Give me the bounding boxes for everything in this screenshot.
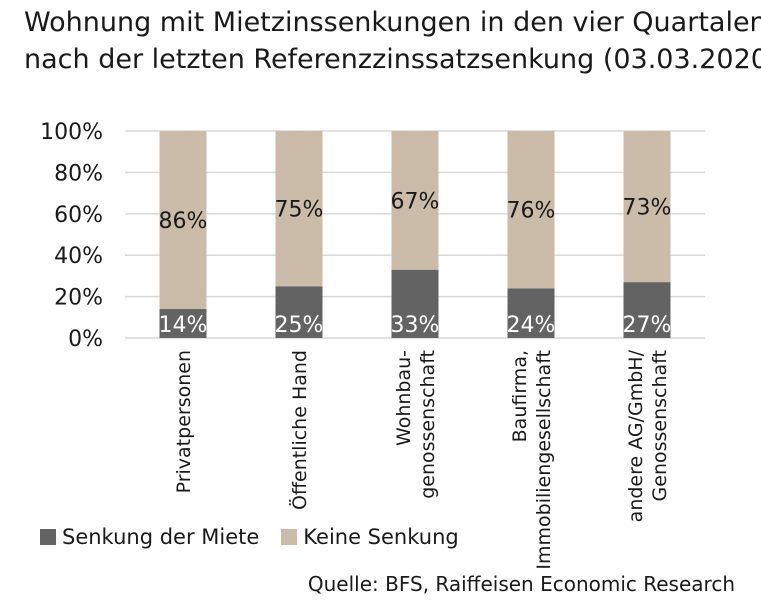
bar-keine-2: [391, 131, 439, 270]
legend-item-senkung: Senkung der Miete: [40, 525, 259, 549]
data-label-keine-2: 67%: [391, 189, 440, 214]
chart-title: Wohnung mit Mietzinssenkungen in den vie…: [24, 4, 761, 78]
legend-label-keine: Keine Senkung: [303, 525, 459, 549]
legend-swatch-keine: [281, 529, 298, 545]
x-category-label-1-line-0: Öffentliche Hand: [288, 350, 311, 510]
chart-title-line-2: nach der letzten Referenzzinssatzsenkung…: [24, 44, 761, 75]
legend-swatch-senkung: [40, 529, 56, 545]
data-label-senkung-4: 27%: [623, 313, 672, 338]
bar-keine-1: [275, 131, 323, 287]
y-tick-label-80: 80%: [54, 161, 103, 186]
data-label-keine-3: 76%: [507, 199, 556, 224]
bar-keine-0: [159, 131, 207, 310]
data-label-senkung-3: 24%: [507, 313, 556, 338]
x-category-label-3: Baufirma, Immobiliengesellschaft: [509, 350, 555, 570]
x-category-label-4-line-0: andere AG/GmbH/: [625, 349, 647, 522]
legend-label-senkung: Senkung der Miete: [62, 525, 260, 549]
bar-keine-4: [623, 131, 671, 283]
y-tick-label-100: 100%: [40, 120, 103, 145]
bar-senkung-3: [507, 288, 555, 338]
x-category-label-2-line-1: genossenschaft: [417, 350, 439, 499]
y-tick-label-20: 20%: [54, 286, 103, 311]
x-category-label-4-line-1: Genossenschaft: [649, 350, 671, 501]
y-tick-label-40: 40%: [54, 244, 103, 269]
y-tick-label-60: 60%: [54, 203, 103, 228]
x-category-label-3-line-1: Immobiliengesellschaft: [533, 350, 555, 570]
bar-keine-3: [507, 131, 555, 289]
data-label-senkung-0: 14%: [159, 313, 208, 338]
y-tick-label-0: 0%: [68, 327, 103, 352]
x-category-label-1: Öffentliche Hand: [288, 350, 311, 510]
chart-title-line-1: Wohnung mit Mietzinssenkungen in den vie…: [24, 7, 761, 38]
data-label-keine-4: 73%: [623, 196, 672, 221]
source-note: Quelle: BFS, Raiffeisen Economic Researc…: [307, 572, 735, 596]
legend: Senkung der Miete Keine Senkung: [40, 525, 459, 549]
legend-item-keine: Keine Senkung: [281, 525, 459, 549]
bar-senkung-0: [159, 309, 207, 338]
bar-senkung-1: [275, 286, 323, 338]
data-label-keine-1: 75%: [275, 198, 324, 223]
x-category-label-2-line-0: Wohnbau-: [393, 350, 415, 446]
x-category-label-3-line-0: Baufirma,: [509, 350, 531, 442]
x-category-label-0-line-0: Privatpersonen: [173, 350, 195, 493]
bar-senkung-4: [623, 282, 671, 338]
x-category-label-2: Wohnbau-genossenschaft: [393, 350, 439, 499]
x-category-label-0: Privatpersonen: [173, 350, 195, 493]
data-label-senkung-1: 25%: [275, 313, 324, 338]
bar-senkung-2: [391, 269, 439, 338]
x-category-label-4: andere AG/GmbH/Genossenschaft: [625, 349, 671, 522]
data-label-senkung-2: 33%: [391, 313, 440, 338]
data-label-keine-0: 86%: [159, 209, 208, 234]
